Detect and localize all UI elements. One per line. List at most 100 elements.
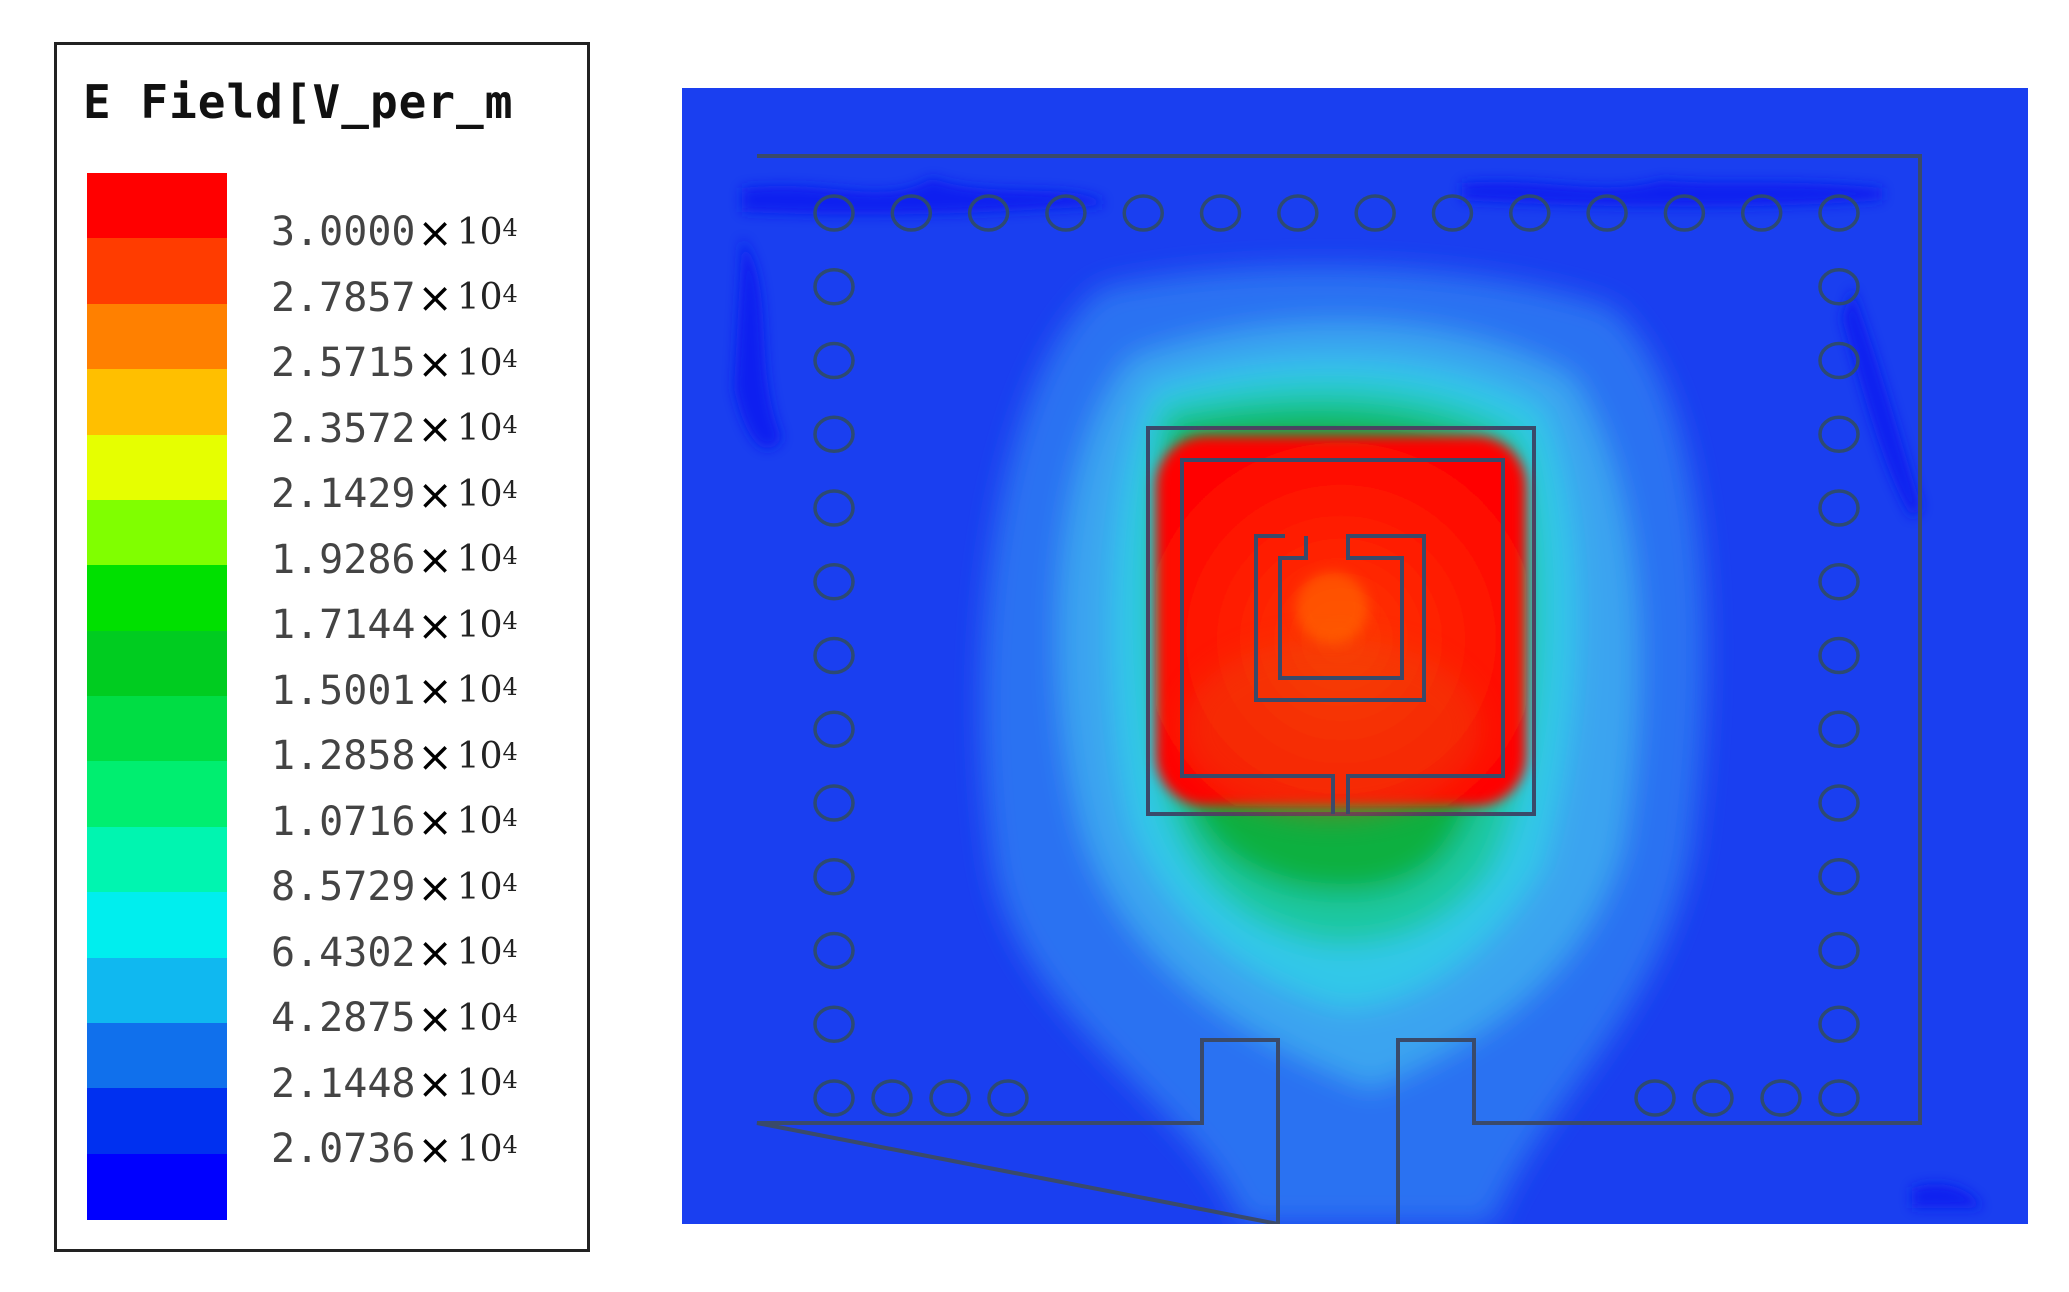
tick-multiplier: × (417, 797, 453, 846)
tick-exponent: 4 (502, 410, 518, 439)
legend-tick-label: 1.0716 × 10 4 (271, 797, 518, 847)
via-hole (1818, 194, 1860, 232)
via-hole (890, 194, 933, 232)
srr-outer-ring (1180, 458, 1505, 814)
via-hole (813, 563, 855, 601)
tick-exponent: 4 (502, 1065, 518, 1094)
via-hole (1277, 194, 1319, 232)
via-hole (929, 1079, 971, 1117)
tick-multiplier: × (417, 1059, 453, 1108)
center-hotspot (1296, 572, 1368, 644)
tick-multiplier: × (417, 928, 453, 977)
via-hole (1818, 710, 1860, 748)
tick-value: 2.3572 (271, 405, 416, 452)
tick-base: 10 (456, 866, 503, 908)
tick-base: 10 (456, 670, 503, 711)
legend-swatch (87, 630, 227, 697)
tick-multiplier: × (417, 993, 453, 1043)
tick-multiplier: × (417, 1124, 453, 1174)
via-hole (813, 931, 855, 970)
legend-swatch (87, 499, 227, 567)
tick-base: 10 (456, 211, 503, 253)
via-hole (1045, 194, 1087, 232)
via-hole (1818, 341, 1860, 380)
legend-swatch (87, 173, 227, 240)
tick-multiplier: × (417, 469, 453, 519)
legend-title: E Field[V_per_m (83, 75, 514, 129)
tick-value: 4.2875 (271, 995, 416, 1041)
tick-exponent: 4 (502, 345, 518, 373)
via-hole (1818, 1079, 1860, 1117)
legend-tick-label: 4.2875 × 10 4 (271, 993, 518, 1043)
via-hole (1818, 489, 1860, 527)
tick-exponent: 4 (502, 672, 518, 701)
tick-multiplier: × (417, 338, 453, 388)
legend-swatch (87, 369, 227, 436)
legend-swatch (87, 1022, 227, 1090)
tick-value: 1.5001 (271, 667, 416, 714)
tick-base: 10 (456, 604, 503, 646)
legend-tick-label: 1.7144 × 10 4 (271, 600, 518, 650)
srr-inner-ring-outer (1254, 534, 1426, 702)
tick-exponent: 4 (502, 1000, 518, 1028)
via-hole (1818, 931, 1860, 970)
legend-swatch (87, 434, 227, 501)
legend-tick-label: 2.5715 × 10 4 (271, 338, 518, 388)
tick-base: 10 (456, 932, 503, 973)
via-hole (813, 858, 855, 896)
srr-outline (1180, 458, 1505, 814)
legend-swatch (87, 1153, 227, 1220)
via-hole (1122, 194, 1164, 232)
via-hole (1509, 194, 1551, 232)
legend-swatch (87, 238, 227, 305)
tick-base: 10 (456, 342, 503, 384)
tick-base: 10 (456, 997, 503, 1039)
legend-swatch (87, 892, 227, 959)
tick-value: 2.7857 (271, 274, 416, 321)
tick-base: 10 (456, 473, 503, 515)
tick-base: 10 (456, 277, 503, 318)
tick-base: 10 (456, 801, 503, 842)
via-hole (1760, 1079, 1802, 1117)
legend-tick-label: 8.5729 × 10 4 (271, 862, 518, 912)
via-hole (813, 194, 855, 232)
color-scale-bar (87, 173, 227, 1220)
outer-board-outline (756, 154, 1922, 1224)
tick-multiplier: × (417, 862, 453, 912)
via-hole (1818, 563, 1860, 601)
tick-value: 1.0716 (271, 798, 416, 845)
legend-swatch (87, 1088, 227, 1155)
legend-tick-label: 6.4302 × 10 4 (271, 928, 518, 978)
tick-base: 10 (456, 408, 503, 449)
tick-exponent: 4 (502, 738, 518, 766)
via-hole (1431, 194, 1474, 232)
legend-swatch (87, 303, 227, 371)
tick-exponent: 4 (502, 214, 518, 242)
via-hole (813, 1079, 855, 1117)
legend-tick-label: 2.3572 × 10 4 (271, 404, 518, 454)
via-hole (1818, 858, 1860, 896)
tick-value: 1.7144 (271, 602, 416, 648)
via-holes (813, 194, 1860, 1117)
tick-exponent: 4 (502, 869, 518, 897)
color-legend: E Field[V_per_m 3.0000 × 10 4 2.7857 × 10 4 2.57… (54, 42, 590, 1252)
tick-base: 10 (456, 1128, 503, 1170)
via-hole (987, 1079, 1029, 1117)
via-hole (813, 489, 855, 527)
via-hole (1818, 1005, 1860, 1043)
via-hole (1740, 194, 1783, 232)
legend-tick-label: 2.7857 × 10 4 (271, 273, 518, 323)
via-hole (813, 710, 855, 748)
legend-tick-label: 3.0000 × 10 4 (271, 207, 518, 257)
tick-base: 10 (456, 539, 503, 580)
legend-swatch (87, 826, 227, 894)
tick-exponent: 4 (502, 803, 518, 832)
via-hole (1663, 194, 1706, 232)
legend-swatch (87, 957, 227, 1024)
tick-multiplier: × (417, 731, 453, 781)
via-hole (1692, 1079, 1734, 1117)
tick-base: 10 (456, 735, 503, 777)
via-hole (1818, 268, 1860, 306)
legend-tick-label: 2.1448 × 10 4 (271, 1059, 518, 1109)
tick-multiplier: × (417, 600, 453, 650)
